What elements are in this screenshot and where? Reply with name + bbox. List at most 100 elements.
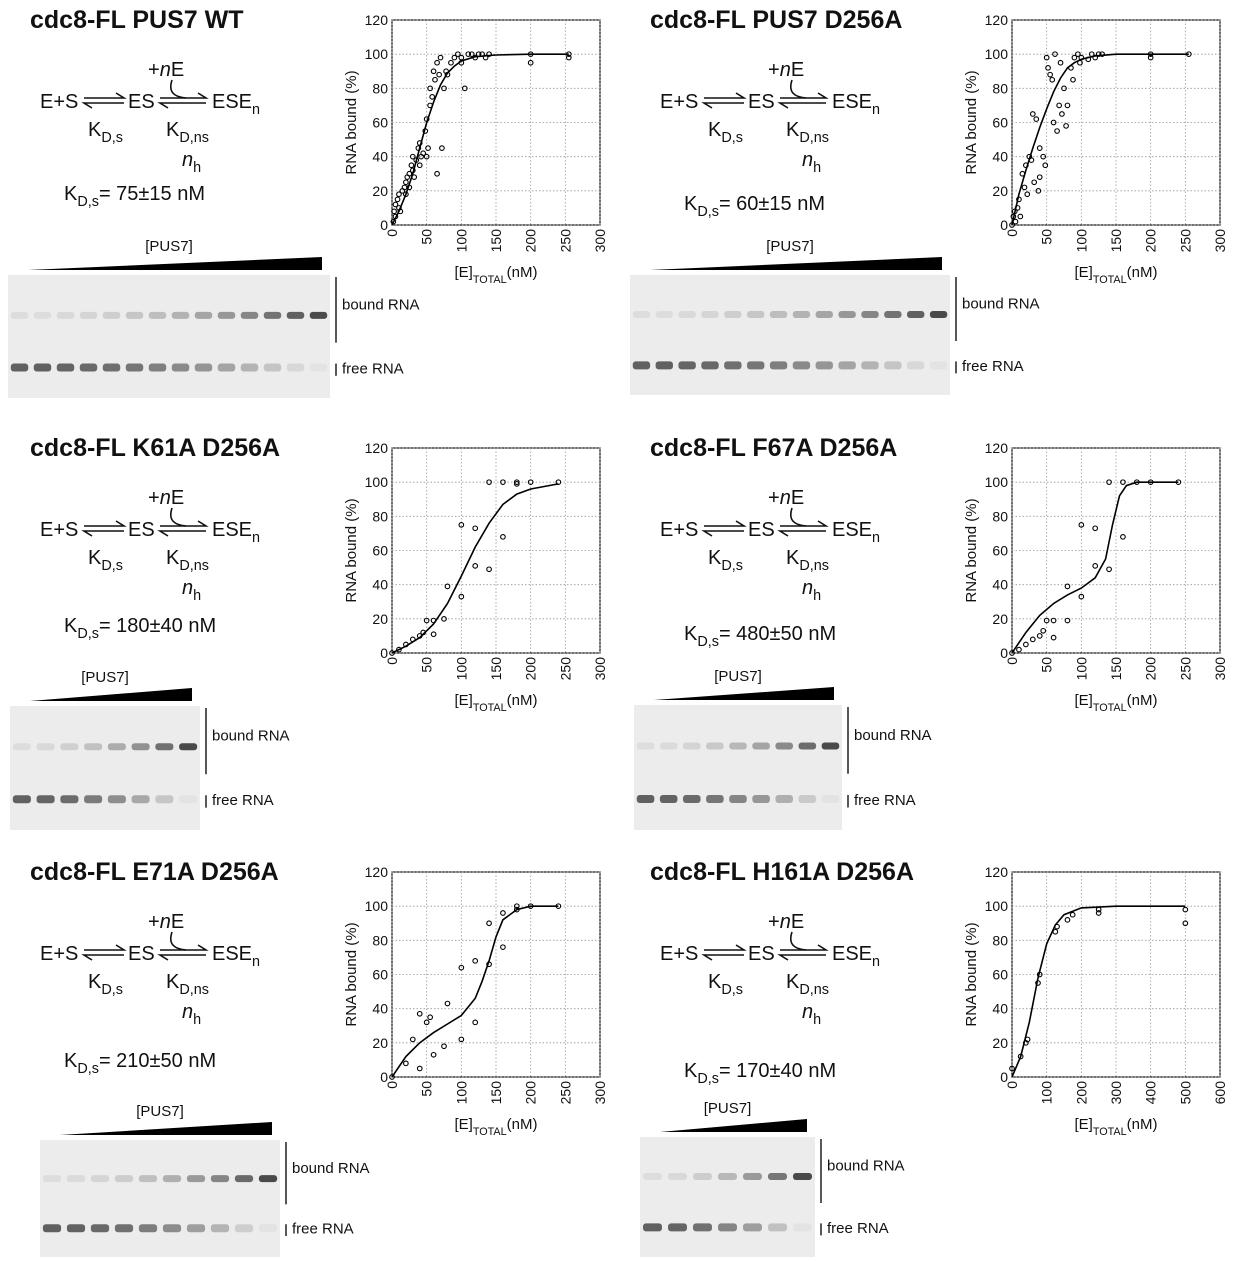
scheme-hill: nh: [802, 577, 821, 604]
gel-titrant-label: [PUS7]: [136, 1103, 184, 1120]
text-part: K: [684, 623, 698, 645]
x-tick-label: 250: [1177, 657, 1193, 681]
text-part: D,s: [721, 130, 743, 146]
gel-band: [91, 1175, 109, 1182]
text-part: D,s: [697, 634, 719, 650]
y-tick-label: 80: [992, 80, 1008, 96]
text-part: ESE: [212, 91, 252, 113]
data-point: [487, 567, 492, 572]
gel-band: [683, 743, 701, 750]
text-part: n: [802, 577, 813, 599]
gel-band: [287, 312, 304, 319]
gel-band: [693, 1173, 712, 1180]
data-point: [1022, 185, 1027, 190]
x-tick-label: 150: [1108, 657, 1124, 681]
gel-band: [637, 795, 655, 803]
text-part: D,s: [77, 1061, 99, 1077]
y-tick-label: 40: [992, 149, 1008, 165]
gel-band: [838, 311, 855, 318]
data-point: [1065, 618, 1070, 623]
text-part: n: [802, 1001, 813, 1023]
text-part: [E]: [1075, 692, 1093, 709]
y-tick-label: 20: [372, 1035, 388, 1051]
text-part: [E]: [455, 264, 473, 281]
scheme-k1: KD,s: [88, 119, 123, 146]
x-tick-label: 150: [488, 229, 504, 253]
titration-wedge: [30, 688, 192, 701]
binding-arrow: [171, 932, 186, 950]
gel-band: [195, 312, 212, 319]
equilibrium-arrow: [704, 531, 744, 536]
gel-band: [718, 1173, 737, 1180]
text-part: n: [872, 102, 880, 118]
equilibrium-arrow: [704, 93, 744, 98]
panel-title: cdc8-FL H161A D256A: [650, 858, 914, 886]
gel-band: [310, 364, 327, 372]
gel-band: [91, 1224, 109, 1232]
data-point: [501, 911, 506, 916]
text-part: D,s: [77, 626, 99, 642]
x-tick-label: 250: [557, 657, 573, 681]
gel-band: [37, 743, 55, 750]
text-part: n: [780, 59, 791, 81]
scheme-addition: +nE: [768, 487, 804, 509]
gel-band: [693, 1223, 712, 1231]
y-axis-label: RNA bound (%): [963, 922, 980, 1026]
gel-band: [34, 312, 51, 319]
text-part: [E]: [455, 692, 473, 709]
text-part: ESE: [212, 943, 252, 965]
text-part: +: [768, 911, 780, 933]
x-tick-label: 0: [1004, 1081, 1020, 1089]
gel-band: [633, 311, 650, 318]
gel-band: [126, 312, 143, 319]
text-part: TOTAL: [1093, 1126, 1127, 1138]
text-part: E+S: [40, 91, 78, 113]
scheme-k1: KD,s: [708, 547, 743, 574]
data-point: [1037, 146, 1042, 151]
scheme-hill: nh: [182, 1001, 201, 1028]
gel-band: [235, 1175, 253, 1182]
gel-band: [668, 1173, 687, 1180]
gel-titrant-label: [PUS7]: [714, 668, 762, 685]
gel-band: [155, 795, 173, 803]
scheme-product: ESEn: [832, 519, 880, 546]
text-part: TOTAL: [473, 1126, 507, 1138]
gel-band: [264, 364, 281, 372]
gel-titrant-label: [PUS7]: [766, 238, 814, 255]
gel-band: [930, 361, 947, 369]
text-part: n: [182, 1001, 193, 1023]
text-part: n: [160, 911, 171, 933]
text-part: E: [171, 59, 184, 81]
text-part: = 210±50 nM: [99, 1050, 216, 1072]
text-part: K: [88, 971, 102, 993]
data-point: [1107, 567, 1112, 572]
text-part: n: [802, 149, 813, 171]
text-part: n: [872, 954, 880, 970]
equilibrium-arrow: [160, 531, 206, 536]
gel-band: [84, 795, 102, 803]
text-part: ES: [128, 91, 155, 113]
gel-band: [637, 743, 655, 750]
x-tick-label: 50: [1039, 657, 1055, 673]
gel-band: [241, 312, 258, 319]
gel-band: [67, 1224, 85, 1232]
gel-band: [34, 364, 51, 372]
x-axis-label: [E]TOTAL(nM): [455, 1116, 538, 1138]
gel-band: [775, 795, 793, 803]
x-tick-label: 250: [557, 1081, 573, 1105]
gel-band: [822, 743, 840, 750]
y-tick-label: 40: [372, 1001, 388, 1017]
equilibrium-arrow: [84, 103, 124, 108]
titration-wedge: [60, 1122, 272, 1135]
y-tick-label: 80: [992, 508, 1008, 524]
text-part: = 180±40 nM: [99, 615, 216, 637]
x-tick-label: 250: [557, 229, 573, 253]
data-point: [437, 72, 442, 77]
scheme-product: ESEn: [212, 519, 260, 546]
text-part: K: [786, 547, 800, 569]
data-point: [449, 60, 454, 65]
data-point: [1060, 112, 1065, 117]
data-point: [1017, 647, 1022, 652]
panel-title: cdc8-FL F67A D256A: [650, 434, 897, 462]
text-part: E+S: [40, 943, 78, 965]
